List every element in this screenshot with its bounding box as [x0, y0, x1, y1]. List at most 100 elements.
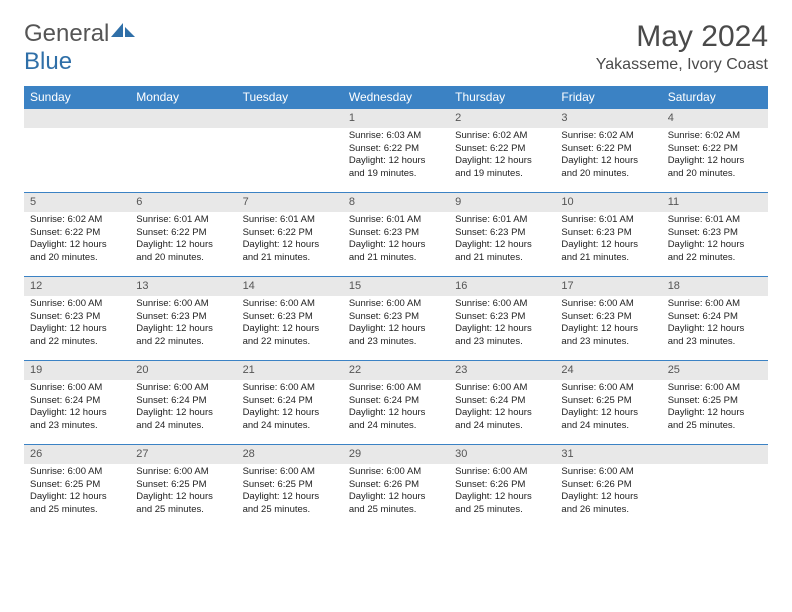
day-data: Sunrise: 6:00 AMSunset: 6:24 PMDaylight:…: [662, 296, 768, 353]
daynum-empty: [662, 445, 768, 464]
day-data: Sunrise: 6:00 AMSunset: 6:25 PMDaylight:…: [237, 464, 343, 521]
calendar-cell: 28Sunrise: 6:00 AMSunset: 6:25 PMDayligh…: [237, 445, 343, 529]
day-data: Sunrise: 6:02 AMSunset: 6:22 PMDaylight:…: [449, 128, 555, 185]
day-number: 20: [130, 361, 236, 380]
calendar-cell: 6Sunrise: 6:01 AMSunset: 6:22 PMDaylight…: [130, 193, 236, 277]
day-data: Sunrise: 6:00 AMSunset: 6:26 PMDaylight:…: [449, 464, 555, 521]
calendar-cell: 19Sunrise: 6:00 AMSunset: 6:24 PMDayligh…: [24, 361, 130, 445]
dayname-sunday: Sunday: [24, 86, 130, 109]
day-data: Sunrise: 6:00 AMSunset: 6:24 PMDaylight:…: [130, 380, 236, 437]
day-number: 4: [662, 109, 768, 128]
calendar-cell: 12Sunrise: 6:00 AMSunset: 6:23 PMDayligh…: [24, 277, 130, 361]
calendar-cell: 5Sunrise: 6:02 AMSunset: 6:22 PMDaylight…: [24, 193, 130, 277]
calendar-cell: 30Sunrise: 6:00 AMSunset: 6:26 PMDayligh…: [449, 445, 555, 529]
day-data: Sunrise: 6:02 AMSunset: 6:22 PMDaylight:…: [24, 212, 130, 269]
logo-text: General Blue: [24, 20, 137, 76]
logo: General Blue: [24, 20, 137, 76]
day-number: 27: [130, 445, 236, 464]
day-data: Sunrise: 6:02 AMSunset: 6:22 PMDaylight:…: [662, 128, 768, 185]
daynum-empty: [24, 109, 130, 128]
dayname-saturday: Saturday: [662, 86, 768, 109]
calendar-cell: 18Sunrise: 6:00 AMSunset: 6:24 PMDayligh…: [662, 277, 768, 361]
calendar-cell: 21Sunrise: 6:00 AMSunset: 6:24 PMDayligh…: [237, 361, 343, 445]
day-data: Sunrise: 6:00 AMSunset: 6:23 PMDaylight:…: [555, 296, 661, 353]
calendar-cell: 4Sunrise: 6:02 AMSunset: 6:22 PMDaylight…: [662, 109, 768, 193]
calendar-row: 5Sunrise: 6:02 AMSunset: 6:22 PMDaylight…: [24, 193, 768, 277]
calendar-cell: 26Sunrise: 6:00 AMSunset: 6:25 PMDayligh…: [24, 445, 130, 529]
day-number: 30: [449, 445, 555, 464]
calendar-row: 1Sunrise: 6:03 AMSunset: 6:22 PMDaylight…: [24, 109, 768, 193]
day-data: Sunrise: 6:00 AMSunset: 6:25 PMDaylight:…: [662, 380, 768, 437]
calendar-cell: 31Sunrise: 6:00 AMSunset: 6:26 PMDayligh…: [555, 445, 661, 529]
dayname-friday: Friday: [555, 86, 661, 109]
day-data: Sunrise: 6:01 AMSunset: 6:23 PMDaylight:…: [343, 212, 449, 269]
day-data: Sunrise: 6:02 AMSunset: 6:22 PMDaylight:…: [555, 128, 661, 185]
day-data: Sunrise: 6:00 AMSunset: 6:24 PMDaylight:…: [449, 380, 555, 437]
calendar-cell: 14Sunrise: 6:00 AMSunset: 6:23 PMDayligh…: [237, 277, 343, 361]
page-header: General Blue May 2024 Yakasseme, Ivory C…: [24, 20, 768, 76]
day-number: 2: [449, 109, 555, 128]
day-number: 5: [24, 193, 130, 212]
calendar-cell: 7Sunrise: 6:01 AMSunset: 6:22 PMDaylight…: [237, 193, 343, 277]
day-data: Sunrise: 6:00 AMSunset: 6:24 PMDaylight:…: [343, 380, 449, 437]
calendar-cell: 9Sunrise: 6:01 AMSunset: 6:23 PMDaylight…: [449, 193, 555, 277]
day-data: Sunrise: 6:01 AMSunset: 6:23 PMDaylight:…: [555, 212, 661, 269]
calendar-body: 1Sunrise: 6:03 AMSunset: 6:22 PMDaylight…: [24, 109, 768, 529]
day-number: 31: [555, 445, 661, 464]
daynum-empty: [130, 109, 236, 128]
day-number: 29: [343, 445, 449, 464]
day-number: 10: [555, 193, 661, 212]
calendar-cell: 10Sunrise: 6:01 AMSunset: 6:23 PMDayligh…: [555, 193, 661, 277]
calendar-row: 12Sunrise: 6:00 AMSunset: 6:23 PMDayligh…: [24, 277, 768, 361]
day-number: 17: [555, 277, 661, 296]
month-title: May 2024: [596, 20, 768, 54]
dayname-wednesday: Wednesday: [343, 86, 449, 109]
day-data: Sunrise: 6:00 AMSunset: 6:25 PMDaylight:…: [555, 380, 661, 437]
day-number: 6: [130, 193, 236, 212]
day-data: Sunrise: 6:00 AMSunset: 6:23 PMDaylight:…: [130, 296, 236, 353]
day-data: Sunrise: 6:01 AMSunset: 6:23 PMDaylight:…: [449, 212, 555, 269]
day-number: 3: [555, 109, 661, 128]
calendar-cell: [130, 109, 236, 193]
dayname-monday: Monday: [130, 86, 236, 109]
calendar-cell: 23Sunrise: 6:00 AMSunset: 6:24 PMDayligh…: [449, 361, 555, 445]
calendar-table: SundayMondayTuesdayWednesdayThursdayFrid…: [24, 86, 768, 529]
calendar-cell: 17Sunrise: 6:00 AMSunset: 6:23 PMDayligh…: [555, 277, 661, 361]
day-data: Sunrise: 6:00 AMSunset: 6:23 PMDaylight:…: [449, 296, 555, 353]
day-data: Sunrise: 6:01 AMSunset: 6:22 PMDaylight:…: [130, 212, 236, 269]
day-data: Sunrise: 6:00 AMSunset: 6:25 PMDaylight:…: [130, 464, 236, 521]
day-data: Sunrise: 6:00 AMSunset: 6:23 PMDaylight:…: [343, 296, 449, 353]
calendar-cell: [24, 109, 130, 193]
day-data: Sunrise: 6:01 AMSunset: 6:22 PMDaylight:…: [237, 212, 343, 269]
day-number: 8: [343, 193, 449, 212]
calendar-cell: 3Sunrise: 6:02 AMSunset: 6:22 PMDaylight…: [555, 109, 661, 193]
day-number: 23: [449, 361, 555, 380]
calendar-row: 26Sunrise: 6:00 AMSunset: 6:25 PMDayligh…: [24, 445, 768, 529]
day-number: 15: [343, 277, 449, 296]
day-number: 11: [662, 193, 768, 212]
logo-text-1: General: [24, 20, 109, 47]
day-data: Sunrise: 6:00 AMSunset: 6:24 PMDaylight:…: [24, 380, 130, 437]
day-data: Sunrise: 6:00 AMSunset: 6:25 PMDaylight:…: [24, 464, 130, 521]
calendar-cell: 16Sunrise: 6:00 AMSunset: 6:23 PMDayligh…: [449, 277, 555, 361]
day-number: 28: [237, 445, 343, 464]
day-number: 25: [662, 361, 768, 380]
calendar-cell: 20Sunrise: 6:00 AMSunset: 6:24 PMDayligh…: [130, 361, 236, 445]
calendar-cell: 11Sunrise: 6:01 AMSunset: 6:23 PMDayligh…: [662, 193, 768, 277]
day-number: 22: [343, 361, 449, 380]
day-data: Sunrise: 6:00 AMSunset: 6:26 PMDaylight:…: [555, 464, 661, 521]
day-data: Sunrise: 6:00 AMSunset: 6:23 PMDaylight:…: [237, 296, 343, 353]
location-text: Yakasseme, Ivory Coast: [596, 56, 768, 74]
day-data: Sunrise: 6:01 AMSunset: 6:23 PMDaylight:…: [662, 212, 768, 269]
calendar-cell: 22Sunrise: 6:00 AMSunset: 6:24 PMDayligh…: [343, 361, 449, 445]
calendar-row: 19Sunrise: 6:00 AMSunset: 6:24 PMDayligh…: [24, 361, 768, 445]
day-number: 1: [343, 109, 449, 128]
calendar-cell: 13Sunrise: 6:00 AMSunset: 6:23 PMDayligh…: [130, 277, 236, 361]
day-number: 9: [449, 193, 555, 212]
calendar-cell: 27Sunrise: 6:00 AMSunset: 6:25 PMDayligh…: [130, 445, 236, 529]
calendar-cell: 29Sunrise: 6:00 AMSunset: 6:26 PMDayligh…: [343, 445, 449, 529]
day-number: 24: [555, 361, 661, 380]
day-number: 26: [24, 445, 130, 464]
calendar-cell: 8Sunrise: 6:01 AMSunset: 6:23 PMDaylight…: [343, 193, 449, 277]
calendar-cell: 15Sunrise: 6:00 AMSunset: 6:23 PMDayligh…: [343, 277, 449, 361]
